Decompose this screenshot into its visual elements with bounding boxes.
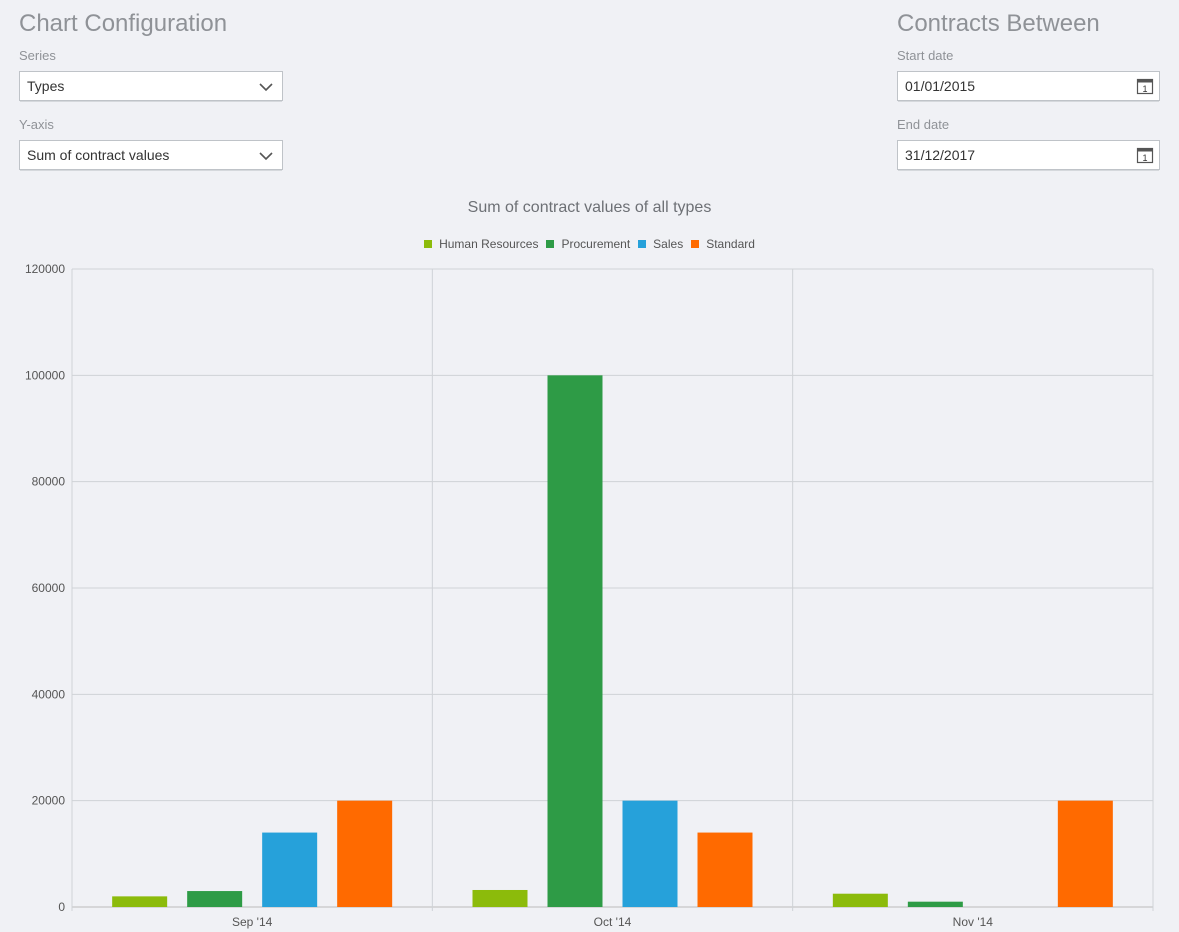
- svg-text:1: 1: [1142, 84, 1147, 94]
- legend-swatch: [638, 240, 647, 248]
- legend-item-human-resources[interactable]: Human Resources: [424, 237, 538, 251]
- legend-item-procurement[interactable]: Procurement: [546, 237, 630, 251]
- end-date-input[interactable]: 31/12/2017 1: [897, 140, 1160, 170]
- legend-swatch: [691, 240, 700, 248]
- y-tick-label: 80000: [32, 475, 66, 489]
- series-label: Series: [19, 48, 56, 63]
- legend-item-sales[interactable]: Sales: [638, 237, 683, 251]
- bar-human-resources[interactable]: [112, 896, 168, 907]
- y-tick-label: 120000: [25, 262, 65, 276]
- chevron-down-icon: [259, 152, 273, 161]
- start-date-label: Start date: [897, 48, 954, 63]
- svg-text:1: 1: [1142, 153, 1147, 163]
- legend-item-standard[interactable]: Standard: [691, 237, 755, 251]
- chart-legend: Human Resources Procurement Sales Standa…: [0, 237, 1179, 251]
- x-tick-label: Oct '14: [594, 915, 632, 929]
- series-select[interactable]: Types: [19, 71, 283, 101]
- bar-chart: 0 20000 40000 60000 80000 100000 120000 Sep '14…: [25, 262, 1154, 929]
- chart-title: Sum of contract values of all types: [467, 199, 712, 216]
- series-select-value: Types: [27, 78, 65, 94]
- y-tick-label: 100000: [25, 368, 65, 382]
- start-date-input[interactable]: 01/01/2015 1: [897, 71, 1160, 101]
- y-tick-label: 40000: [32, 687, 66, 701]
- chevron-down-icon: [259, 83, 273, 92]
- yaxis-label: Y-axis: [19, 117, 54, 132]
- legend-swatch: [424, 240, 433, 248]
- legend-label: Sales: [653, 237, 684, 251]
- yaxis-select-value: Sum of contract values: [27, 147, 170, 163]
- bar-human-resources[interactable]: [832, 893, 888, 907]
- bar-procurement[interactable]: [187, 891, 243, 907]
- calendar-icon[interactable]: 1: [1136, 77, 1154, 95]
- legend-label: Procurement: [561, 237, 631, 251]
- bar-sales[interactable]: [262, 832, 318, 907]
- bar-procurement[interactable]: [547, 375, 603, 907]
- legend-swatch: [546, 240, 555, 248]
- bar-standard[interactable]: [697, 832, 753, 907]
- bar-standard[interactable]: [337, 800, 393, 907]
- chart-configuration-title: Chart Configuration: [19, 10, 228, 37]
- contracts-between-title: Contracts Between: [897, 10, 1100, 37]
- start-date-value: 01/01/2015: [905, 78, 976, 94]
- y-tick-label: 60000: [32, 581, 66, 595]
- yaxis-select[interactable]: Sum of contract values: [19, 140, 283, 170]
- end-date-label: End date: [897, 117, 950, 132]
- y-tick-label: 0: [58, 900, 65, 914]
- legend-label: Standard: [706, 237, 755, 251]
- x-tick-label: Sep '14: [232, 915, 273, 929]
- bar-procurement[interactable]: [907, 901, 963, 907]
- x-tick-label: Nov '14: [953, 915, 994, 929]
- bar-sales[interactable]: [622, 800, 678, 907]
- end-date-value: 31/12/2017: [905, 147, 976, 163]
- legend-label: Human Resources: [439, 237, 539, 251]
- bar-human-resources[interactable]: [472, 889, 528, 907]
- bar-standard[interactable]: [1057, 800, 1113, 907]
- y-tick-label: 20000: [32, 794, 66, 808]
- calendar-icon[interactable]: 1: [1136, 146, 1154, 164]
